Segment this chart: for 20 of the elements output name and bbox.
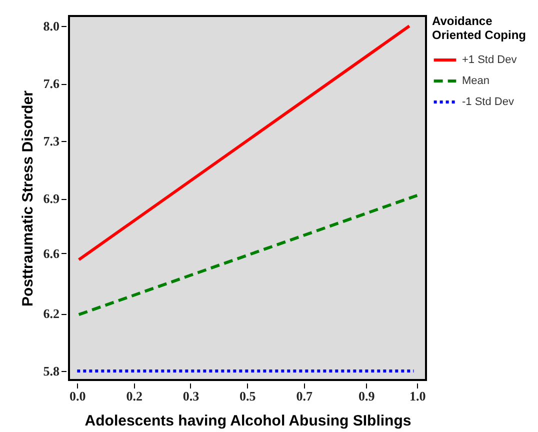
y-tick-label: 6.2	[43, 306, 60, 322]
y-tick-label: 6.6	[43, 246, 60, 261]
y-axis-title: Posttraumatic Stress Disorder	[19, 90, 36, 306]
y-tick-label: 5.8	[43, 364, 60, 379]
x-tick-label: 0.0	[70, 388, 86, 404]
x-tick-label: 0.2	[126, 388, 142, 404]
y-tick-label: 6.9	[43, 191, 60, 206]
x-tick-label: 0.7	[296, 388, 313, 404]
y-tick-label: 7.3	[43, 134, 60, 149]
legend-label: -1 Std Dev	[462, 96, 514, 108]
x-tick-label: 0.3	[182, 388, 200, 404]
y-tick-label: 8.0	[43, 18, 60, 34]
legend-title: Avoidance Oriented Coping	[432, 14, 526, 42]
legend-label: Mean	[462, 75, 490, 87]
x-axis-title: Adolescents having Alcohol Abusing SIblings	[84, 412, 412, 430]
x-tick-label: 0.9	[358, 388, 376, 404]
x-tick-label: 0.5	[240, 388, 256, 404]
x-tick-label: 1.0	[410, 388, 426, 404]
y-tick-label: 7.6	[43, 76, 60, 92]
legend-label: +1 Std Dev	[462, 54, 518, 66]
